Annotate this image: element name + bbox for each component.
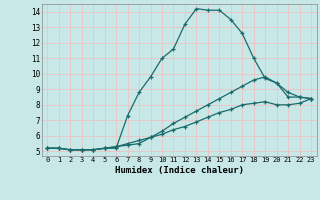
- X-axis label: Humidex (Indice chaleur): Humidex (Indice chaleur): [115, 166, 244, 175]
